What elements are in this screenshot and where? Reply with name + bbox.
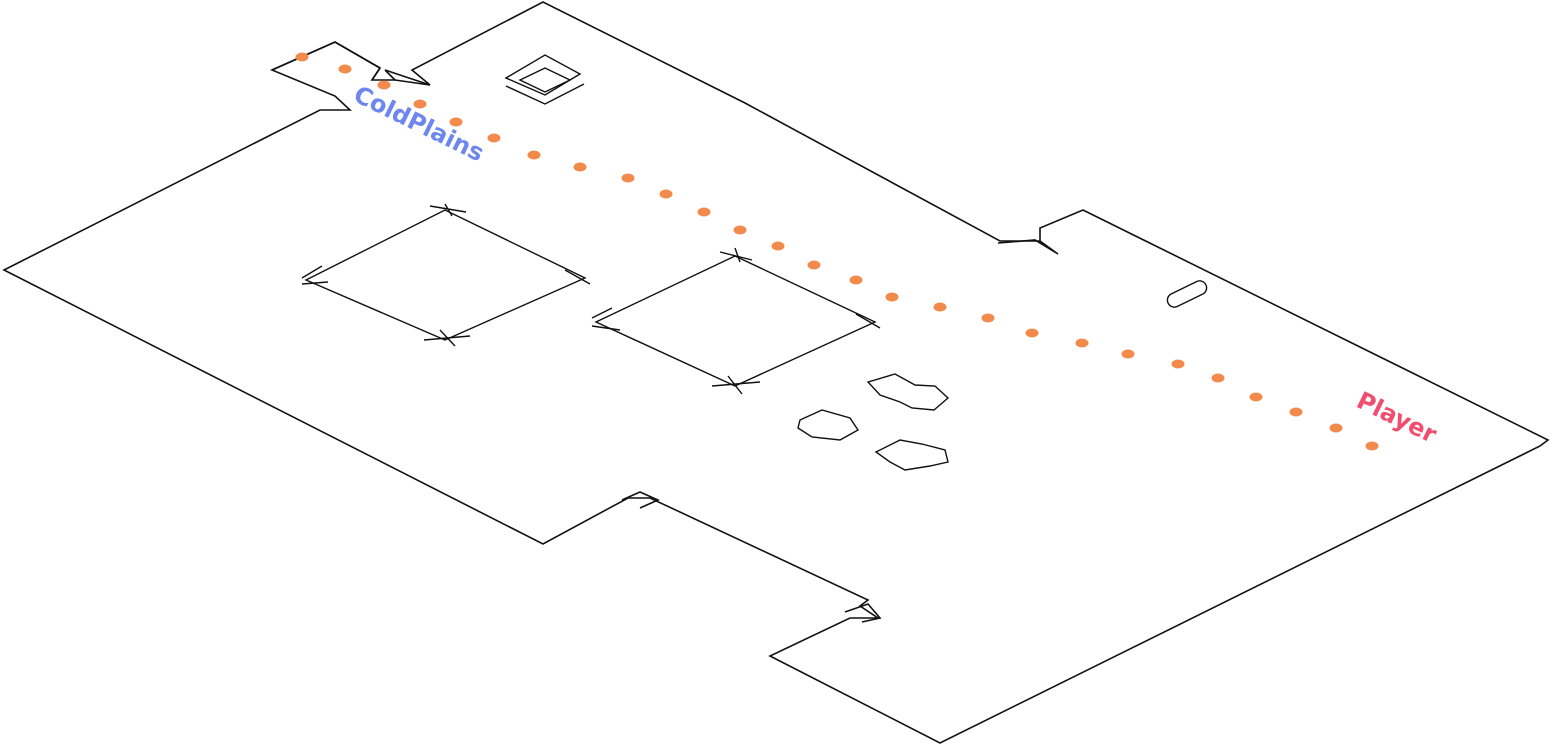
entry-notch [271, 41, 431, 86]
bottom-notch-left [621, 491, 660, 509]
route-dot [1025, 328, 1039, 338]
bottom-notch-right [844, 603, 882, 623]
route-dot [1075, 338, 1089, 348]
route-dot [933, 302, 947, 312]
route-dot [295, 52, 309, 62]
diamond-obstacle-right [594, 255, 877, 387]
route-dot [771, 241, 785, 251]
route-dot [1121, 349, 1135, 359]
blob-obstacle-2 [797, 409, 860, 441]
route-dot [885, 292, 899, 302]
route-dot [733, 225, 747, 235]
route-dot [807, 260, 821, 270]
route-dot [1329, 423, 1343, 433]
player-label: Player [1352, 386, 1441, 449]
route-dot [659, 189, 673, 199]
route-dot [527, 150, 541, 160]
route-dot [1249, 392, 1263, 402]
blob-obstacle-1 [866, 373, 950, 411]
right-notch [997, 239, 1059, 255]
route-dot [413, 99, 427, 109]
small-obstacle-top [504, 54, 585, 105]
blob-obstacle-3 [874, 439, 949, 471]
diamond-obstacle-right-marks [591, 247, 881, 395]
route-dot [981, 313, 995, 323]
small-obstacle-top-inner [518, 67, 572, 93]
route-dot [1289, 407, 1303, 417]
diamond-obstacle-left-marks [301, 203, 591, 347]
small-obstacle-pill [1166, 280, 1208, 308]
start-location-label: ColdPlains [349, 80, 488, 167]
route-dot [849, 275, 863, 285]
route-dot [338, 64, 352, 74]
route-dot [697, 207, 711, 217]
route-path [295, 52, 1379, 451]
route-dot [449, 117, 463, 127]
route-dot [1171, 359, 1185, 369]
diamond-obstacle-left [304, 209, 587, 341]
route-dot [1211, 373, 1225, 383]
route-dot [573, 162, 587, 172]
route-dot [487, 133, 501, 143]
route-dot [377, 80, 391, 90]
route-dot [621, 173, 635, 183]
route-dot [1365, 441, 1379, 451]
